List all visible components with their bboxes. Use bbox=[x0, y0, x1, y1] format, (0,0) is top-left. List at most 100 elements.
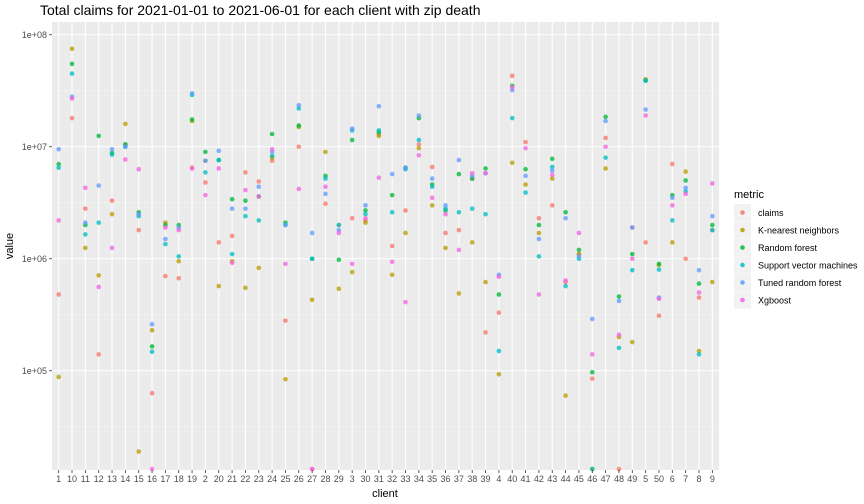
x-tick-label: 22 bbox=[240, 474, 250, 484]
x-tick-label: 27 bbox=[307, 474, 317, 484]
data-point bbox=[589, 352, 595, 357]
data-point bbox=[349, 215, 355, 221]
data-point bbox=[136, 166, 142, 172]
data-point bbox=[149, 466, 155, 472]
y-axis: 1e+05 1e+06 1e+07 1e+08 bbox=[22, 30, 52, 376]
data-point bbox=[269, 153, 275, 159]
data-point bbox=[69, 61, 75, 67]
data-point bbox=[56, 165, 61, 171]
data-point bbox=[563, 278, 568, 283]
data-point bbox=[603, 135, 608, 141]
data-point bbox=[336, 286, 342, 292]
data-point bbox=[656, 313, 662, 319]
x-tick-label: 8 bbox=[696, 474, 701, 484]
data-point bbox=[136, 449, 142, 454]
data-point bbox=[616, 294, 622, 299]
data-point bbox=[123, 144, 128, 150]
y-tick-label: 1e+06 bbox=[22, 254, 47, 264]
data-point bbox=[643, 78, 648, 83]
data-point bbox=[323, 191, 328, 197]
data-point bbox=[283, 376, 288, 382]
data-point bbox=[176, 275, 182, 281]
data-point bbox=[349, 261, 355, 267]
data-point bbox=[109, 211, 115, 217]
data-point bbox=[616, 332, 622, 337]
data-point bbox=[670, 161, 675, 167]
data-point bbox=[243, 187, 248, 193]
data-point bbox=[536, 254, 542, 259]
data-point bbox=[296, 106, 302, 111]
data-point bbox=[203, 192, 208, 198]
x-tick-label: 32 bbox=[387, 474, 397, 484]
x-tick-label: 12 bbox=[94, 474, 104, 484]
data-point bbox=[603, 118, 608, 124]
data-point bbox=[683, 185, 688, 191]
data-point bbox=[643, 107, 648, 112]
data-point bbox=[603, 166, 608, 171]
data-point bbox=[536, 236, 542, 242]
data-point bbox=[416, 113, 422, 118]
data-point bbox=[309, 230, 315, 236]
data-point bbox=[309, 466, 315, 472]
data-point bbox=[656, 296, 662, 301]
data-point bbox=[149, 349, 155, 354]
data-point bbox=[389, 209, 395, 215]
data-point bbox=[83, 245, 88, 251]
data-point bbox=[629, 225, 635, 230]
data-point bbox=[616, 466, 622, 472]
data-point bbox=[429, 176, 435, 181]
data-point bbox=[576, 230, 582, 236]
data-point bbox=[149, 327, 155, 333]
data-point bbox=[629, 339, 635, 345]
data-point bbox=[96, 284, 101, 290]
data-point bbox=[429, 195, 435, 201]
plot-panel bbox=[52, 22, 719, 470]
data-point bbox=[363, 220, 368, 225]
data-point bbox=[616, 298, 622, 304]
data-point bbox=[296, 186, 302, 192]
x-tick-label: 4 bbox=[496, 474, 501, 484]
data-point bbox=[363, 215, 368, 221]
data-point bbox=[656, 267, 662, 272]
x-tick-label: 37 bbox=[454, 474, 464, 484]
data-point bbox=[589, 369, 595, 375]
data-point bbox=[456, 157, 462, 163]
data-point bbox=[389, 243, 395, 249]
data-point bbox=[323, 149, 328, 155]
data-point bbox=[283, 222, 288, 228]
data-point bbox=[323, 201, 328, 207]
data-point bbox=[296, 144, 302, 150]
data-point bbox=[509, 84, 515, 90]
x-tick-label: 5 bbox=[643, 474, 648, 484]
x-tick-label: 48 bbox=[614, 474, 624, 484]
data-point bbox=[549, 168, 555, 174]
data-point bbox=[149, 344, 155, 349]
data-point bbox=[536, 292, 542, 297]
data-point bbox=[670, 240, 675, 245]
legend-title: metric bbox=[734, 189, 764, 201]
data-point bbox=[376, 103, 382, 109]
data-point bbox=[603, 144, 608, 150]
legend-item: Support vector machines bbox=[734, 256, 858, 274]
data-point bbox=[549, 176, 555, 181]
data-point bbox=[136, 227, 142, 233]
x-tick-label: 49 bbox=[627, 474, 637, 484]
data-point bbox=[469, 170, 475, 176]
data-point bbox=[523, 145, 528, 151]
data-point bbox=[603, 114, 608, 120]
x-tick-label: 15 bbox=[134, 474, 144, 484]
data-point bbox=[549, 156, 555, 162]
x-axis-title: client bbox=[372, 488, 398, 500]
data-point bbox=[229, 233, 235, 239]
data-point bbox=[163, 225, 168, 230]
data-point bbox=[683, 178, 688, 183]
x-tick-label: 11 bbox=[81, 474, 90, 484]
data-point bbox=[670, 218, 675, 223]
data-point bbox=[376, 133, 382, 139]
data-point bbox=[416, 145, 422, 151]
legend-label: K-nearest neighbors bbox=[758, 226, 840, 236]
data-point bbox=[56, 292, 61, 297]
data-point bbox=[456, 227, 462, 233]
x-tick-label: 20 bbox=[214, 474, 224, 484]
